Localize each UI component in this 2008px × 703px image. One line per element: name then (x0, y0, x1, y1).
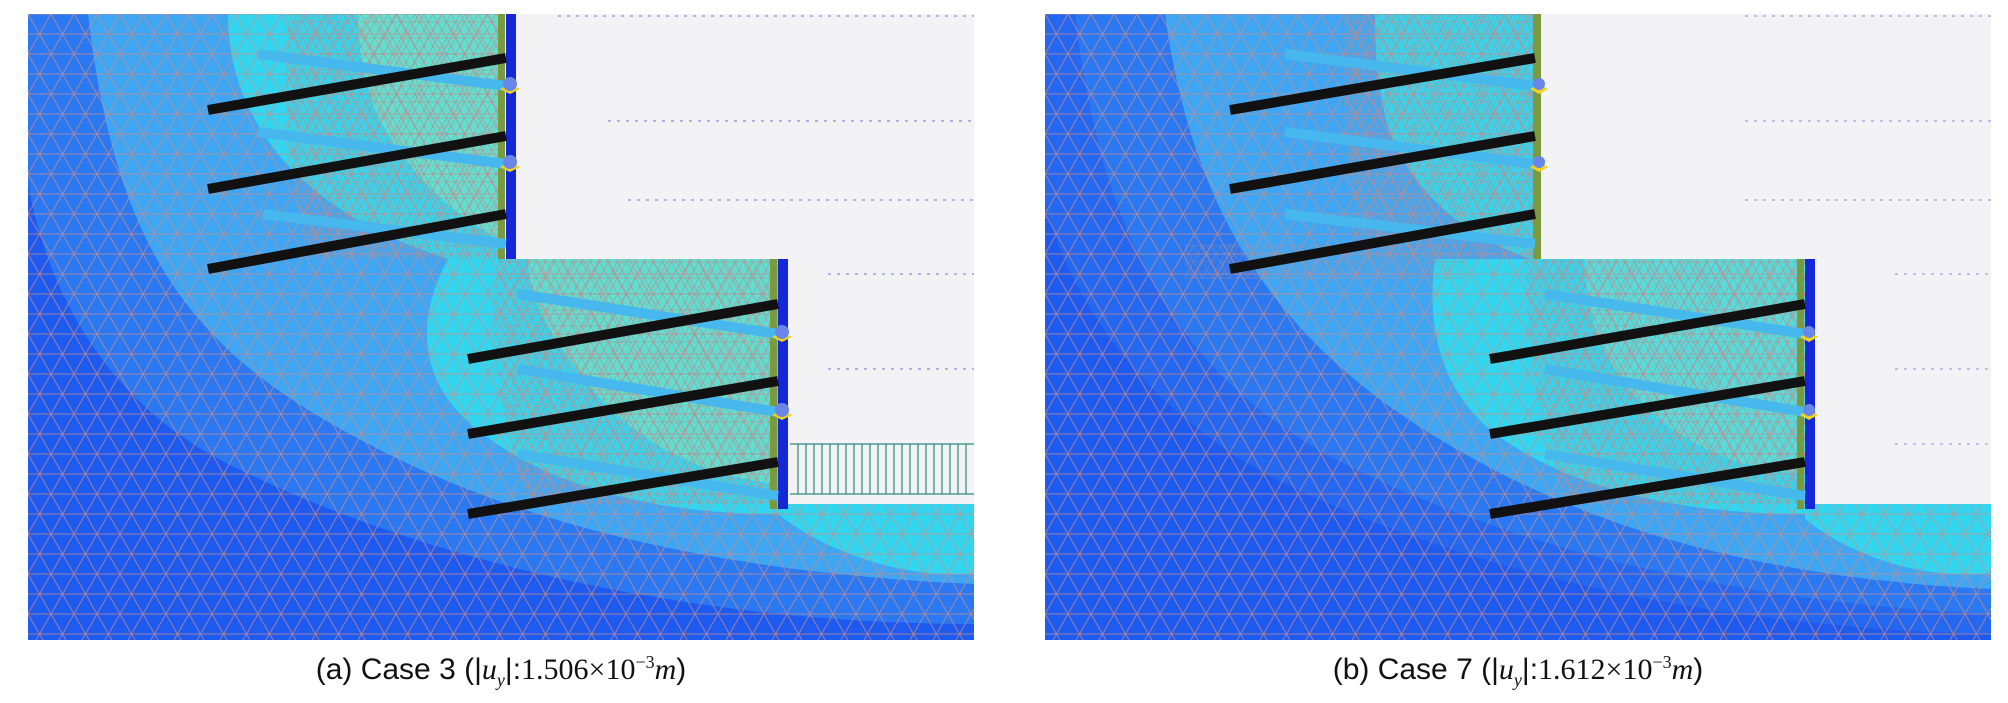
caption-colon: : (512, 653, 522, 686)
excavation-guide-lines (1745, 15, 1991, 445)
anchor-grout-body (1489, 299, 1806, 364)
caption-prefix: (a) Case 3 ( (315, 653, 475, 686)
anchor-free-length (517, 289, 779, 339)
unit: m (1671, 653, 1694, 686)
lower-anchors (1489, 289, 1806, 519)
anchor-free-length (517, 449, 779, 501)
contour-panel-case-7 (1045, 14, 1991, 640)
anchor-grout-body (207, 131, 507, 194)
anchor-free-length (1284, 209, 1536, 249)
anchor-free-length (1284, 127, 1536, 169)
fem-contour-figure-a (28, 14, 974, 640)
upper-retaining-wall (506, 14, 516, 259)
caption-case-3: (a) Case 3 (|uy|:1.506×10−3m) (28, 652, 974, 691)
anchor-free-length (1544, 364, 1806, 417)
anchor-free-length (1544, 289, 1806, 339)
upper-anchors (207, 49, 507, 274)
lower-retaining-wall (1805, 259, 1815, 509)
displacement-subscript: y (1513, 670, 1522, 690)
anchor-grout-body (1229, 53, 1536, 115)
anchor-grout-body (207, 53, 507, 115)
lower-anchors (467, 289, 779, 519)
anchor-grout-body (467, 376, 779, 439)
abs-close-bar: | (504, 653, 513, 686)
fem-contour-figure-b (1045, 14, 1991, 640)
anchor-free-length (257, 49, 507, 91)
anchor-heads (1530, 78, 1818, 420)
anchor-free-length (257, 127, 507, 169)
displacement-value: 1.506 (521, 653, 589, 686)
anchor-grout-body (1489, 376, 1806, 439)
contour-panel-case-3 (28, 14, 974, 640)
caption-suffix: ) (1693, 653, 1704, 686)
abs-open-bar: | (1491, 653, 1499, 686)
anchor-free-length (517, 364, 779, 417)
displacement-symbol: u (481, 653, 497, 686)
anchor-grout-body (1229, 209, 1536, 274)
anchor-heads (500, 77, 792, 420)
caption-colon: : (1529, 653, 1539, 686)
times-sign: × (588, 653, 606, 686)
anchor-grout-body (1229, 131, 1536, 194)
anchor-grout-body (467, 299, 779, 364)
anchor-free-length (1544, 449, 1806, 501)
power-exponent: −3 (635, 652, 655, 672)
unit: m (654, 653, 677, 686)
abs-open-bar: | (474, 653, 482, 686)
displacement-symbol: u (1498, 653, 1514, 686)
surface-load-hatch (790, 443, 974, 495)
anchor-free-length (262, 209, 507, 249)
times-sign: × (1605, 653, 1623, 686)
lower-retaining-wall (778, 259, 788, 509)
caption-suffix: ) (676, 653, 687, 686)
excavation-guide-lines (558, 15, 974, 370)
upper-retaining-wall (1533, 14, 1541, 259)
upper-anchors (1229, 49, 1536, 274)
power-base: 10 (1622, 653, 1653, 686)
anchor-grout-body (467, 457, 779, 519)
anchor-grout-body (207, 209, 507, 274)
displacement-value: 1.612 (1538, 653, 1606, 686)
anchor-free-length (1284, 49, 1536, 91)
abs-close-bar: | (1521, 653, 1530, 686)
caption-case-7: (b) Case 7 (|uy|:1.612×10−3m) (1045, 652, 1991, 691)
power-exponent: −3 (1652, 652, 1672, 672)
caption-prefix: (b) Case 7 ( (1332, 653, 1492, 686)
displacement-subscript: y (496, 670, 505, 690)
anchor-grout-body (1489, 457, 1806, 519)
power-base: 10 (605, 653, 636, 686)
